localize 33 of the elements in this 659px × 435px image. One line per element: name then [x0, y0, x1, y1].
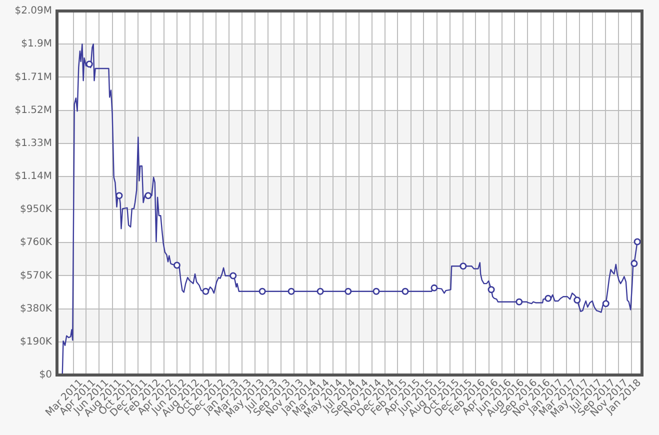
- y-tick-label: $570K: [20, 270, 52, 282]
- y-tick-label: $190K: [20, 336, 52, 348]
- point: [173, 262, 180, 269]
- point: [516, 298, 523, 306]
- y-tick-label: $1.33M: [14, 138, 52, 149]
- point: [144, 192, 152, 200]
- y-tick-label: $1.9M: [21, 38, 52, 50]
- y-tick-label: $1.52M: [14, 104, 52, 116]
- y-tick-label: $1.14M: [14, 171, 52, 182]
- point: [544, 294, 552, 302]
- point: [602, 300, 610, 308]
- point: [116, 192, 123, 200]
- y-tick-label: $380K: [20, 303, 52, 314]
- point: [488, 286, 495, 294]
- y-tick-label: $0: [39, 370, 52, 381]
- point: [630, 260, 638, 268]
- point: [372, 288, 380, 295]
- point: [634, 238, 641, 246]
- point: [288, 288, 295, 295]
- point: [258, 288, 266, 295]
- point: [460, 262, 467, 270]
- point: [230, 272, 237, 280]
- y-tick-label: $2.09M: [14, 6, 52, 17]
- point: [402, 288, 409, 295]
- point: [430, 284, 438, 292]
- y-tick-label: $760K: [20, 237, 52, 248]
- point: [316, 288, 324, 295]
- point: [344, 288, 352, 295]
- point: [202, 288, 210, 295]
- y-tick-label: $1.71M: [14, 72, 52, 83]
- point: [574, 296, 581, 304]
- y-tick-label: $950K: [20, 204, 52, 216]
- point: [86, 60, 93, 68]
